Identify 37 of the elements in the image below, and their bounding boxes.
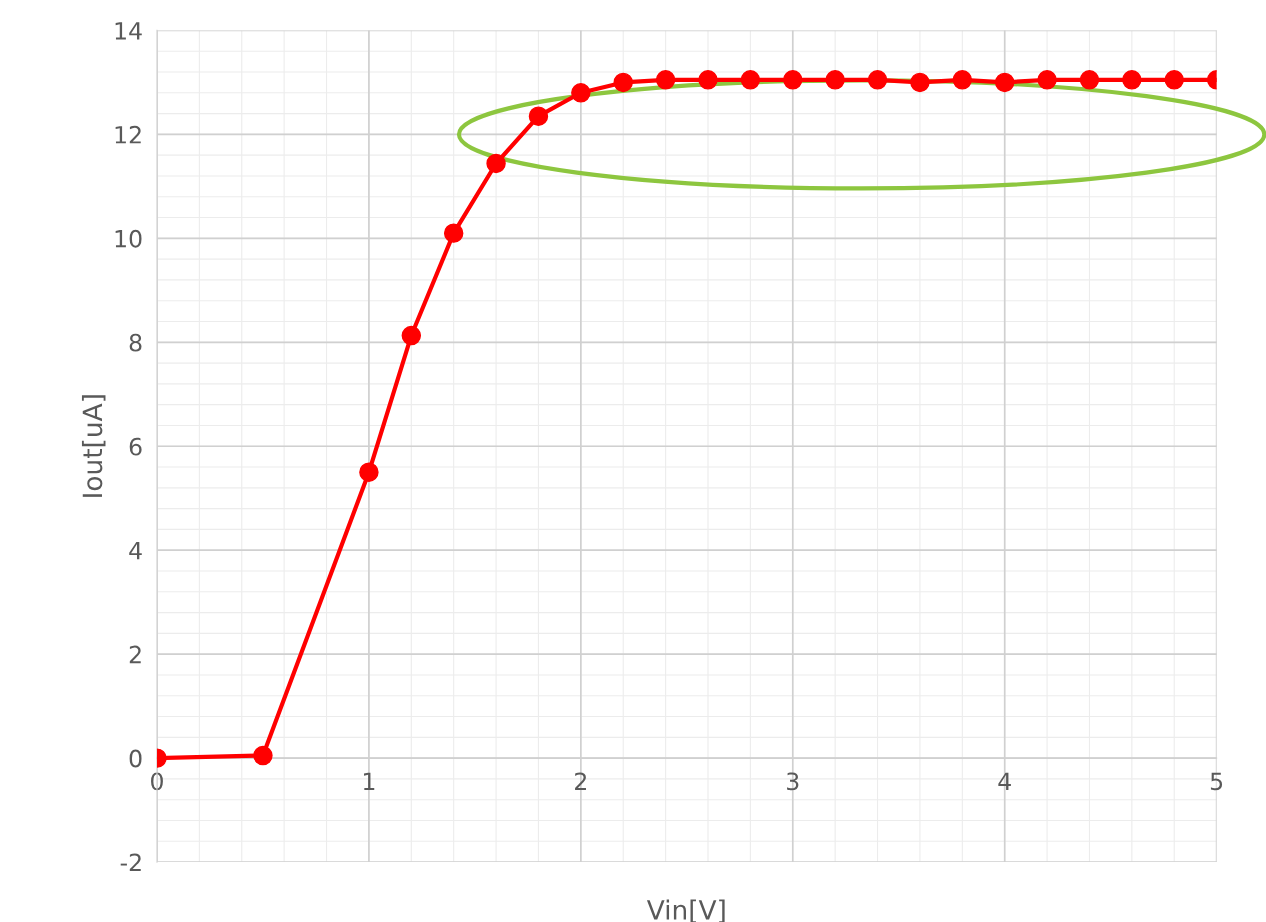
y-tick-label: 8 <box>129 333 142 352</box>
point <box>613 72 633 93</box>
point <box>1037 70 1057 90</box>
y-tick-label: 14 <box>115 22 142 40</box>
x-tick-label: 1 <box>363 772 375 790</box>
point <box>740 70 761 90</box>
point <box>528 106 549 126</box>
point <box>359 462 379 482</box>
point <box>443 223 464 243</box>
point <box>825 70 845 90</box>
point <box>655 70 676 90</box>
point <box>1164 70 1184 90</box>
point <box>401 325 422 346</box>
point <box>783 70 803 90</box>
x-tick-label: 0 <box>151 772 163 791</box>
point <box>994 72 1015 93</box>
y-tick-label: 0 <box>129 749 142 768</box>
x-tick-label: 4 <box>998 772 1011 790</box>
x-tick-label: 3 <box>787 772 799 791</box>
point <box>698 70 718 90</box>
point <box>1122 70 1142 90</box>
point <box>486 153 506 174</box>
y-tick-label: 12 <box>115 125 141 144</box>
point <box>253 745 273 766</box>
point <box>867 70 888 90</box>
y-tick-label: 10 <box>115 229 142 248</box>
y-tick-label: 4 <box>129 541 142 560</box>
y-tick-label: -2 <box>120 853 141 872</box>
point <box>952 70 973 90</box>
y-tick-label: 2 <box>129 645 141 664</box>
x-tick-label: 5 <box>1210 772 1223 791</box>
x-tick-label: 2 <box>575 772 586 790</box>
point <box>571 83 591 103</box>
y-axis-title: Iout[uA] <box>81 395 106 497</box>
point <box>1079 70 1100 90</box>
y-tick-label: 6 <box>129 437 142 456</box>
point <box>910 72 930 93</box>
